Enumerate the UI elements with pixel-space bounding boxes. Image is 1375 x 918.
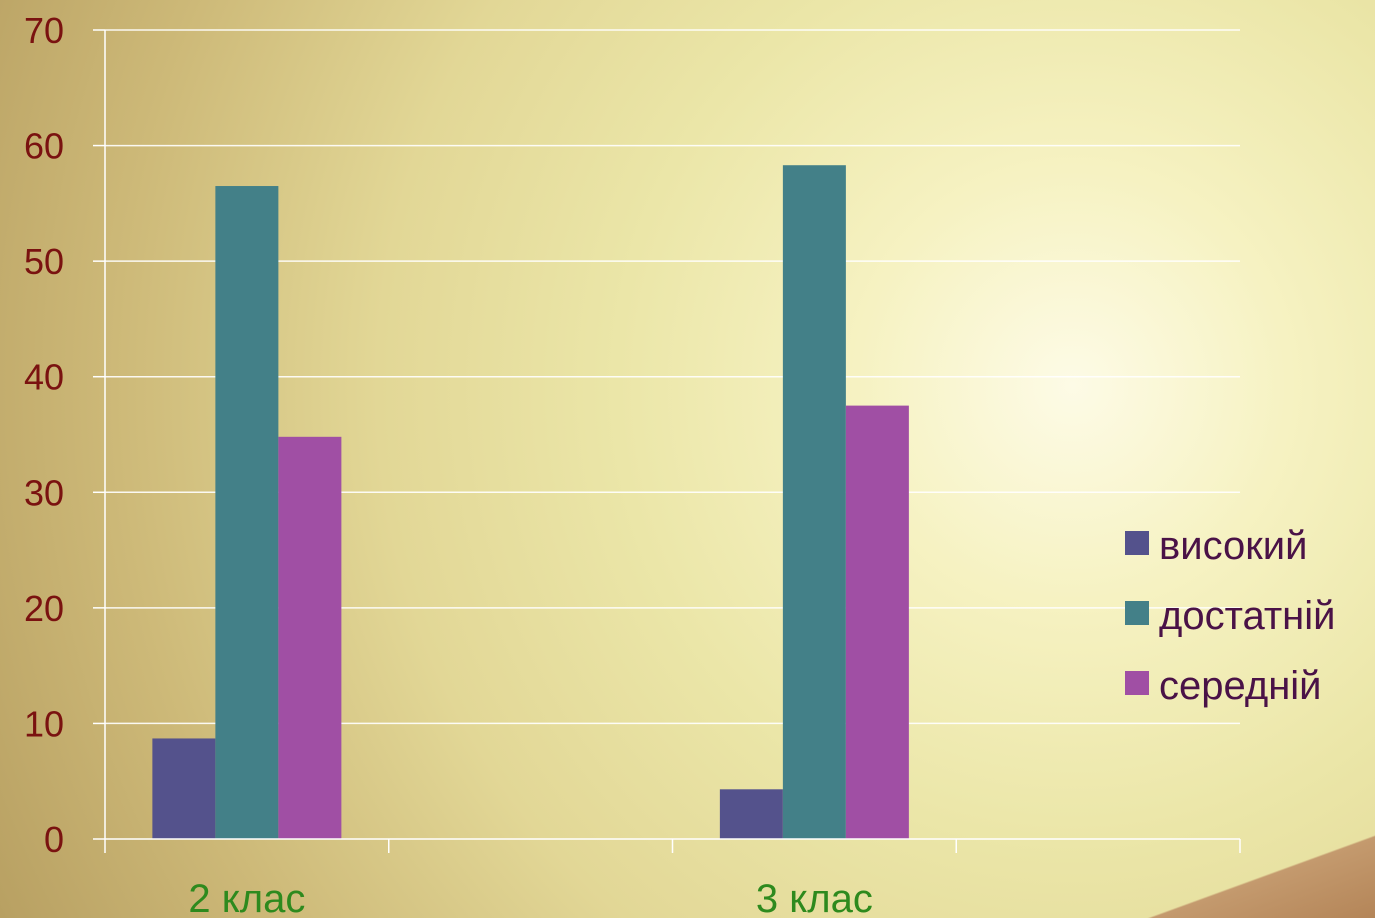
bar: [278, 436, 342, 839]
y-tick-label: 30: [24, 472, 64, 513]
legend-swatch: [1125, 671, 1149, 695]
y-tick-label: 50: [24, 241, 64, 282]
y-tick-label: 10: [24, 703, 64, 744]
bar: [782, 165, 846, 839]
legend-swatch: [1125, 531, 1149, 555]
legend-label: середній: [1159, 664, 1322, 708]
bars: [152, 165, 909, 839]
bar: [845, 405, 909, 839]
y-tick-label: 70: [24, 10, 64, 51]
y-axis: 0 10 20 30 40 50 60 70: [24, 10, 106, 860]
y-tick-label: 0: [44, 819, 64, 860]
legend-label: високий: [1159, 524, 1307, 568]
bar: [719, 789, 783, 839]
legend-label: достатній: [1159, 594, 1335, 638]
x-axis: 2 клас 3 клас: [104, 838, 1241, 918]
y-tick-label: 40: [24, 357, 64, 398]
y-tick-label: 20: [24, 588, 64, 629]
legend-swatch: [1125, 601, 1149, 625]
bar: [215, 186, 279, 839]
y-tick-label: 60: [24, 126, 64, 167]
x-category-label: 3 клас: [756, 877, 873, 918]
legend: високий достатній середній: [1125, 524, 1335, 708]
x-category-label: 2 клас: [188, 877, 305, 918]
background-corner-accent: [1115, 828, 1375, 918]
bar: [152, 738, 216, 839]
